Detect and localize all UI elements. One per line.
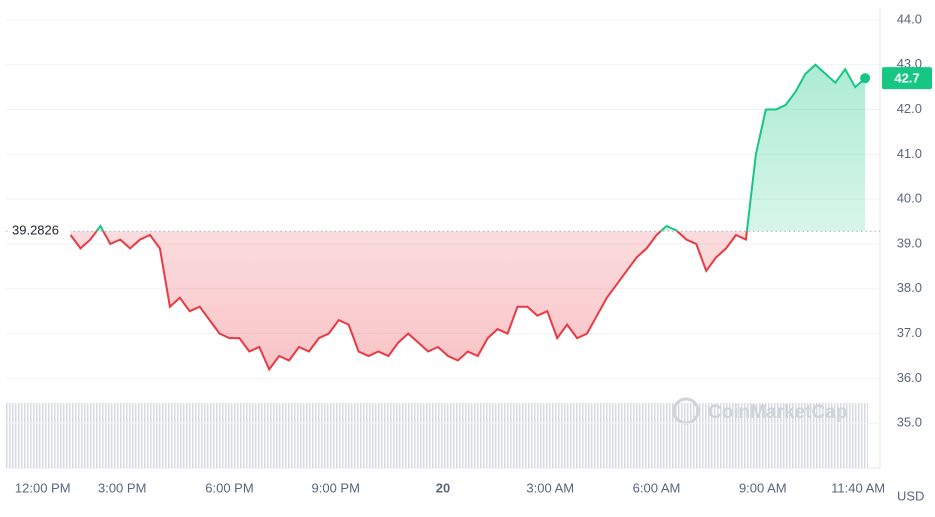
x-tick-label: 12:00 PM — [15, 480, 71, 495]
y-tick-label: 35.0 — [897, 415, 922, 430]
current-price-label: 42.7 — [894, 71, 919, 86]
x-tick-label: 6:00 AM — [633, 480, 681, 495]
x-tick-label: 3:00 AM — [526, 480, 574, 495]
watermark: CoinMarketCap — [708, 402, 847, 423]
currency-label: USD — [897, 488, 924, 503]
x-tick-label: 9:00 AM — [739, 480, 787, 495]
area-down — [70, 231, 866, 370]
price-line-down — [69, 231, 748, 372]
last-point — [860, 73, 871, 84]
current-price-tag — [882, 67, 932, 90]
y-tick-label: 40.0 — [897, 191, 922, 206]
volume-band — [6, 403, 868, 468]
y-tick-label: 39.0 — [897, 235, 922, 250]
baseline-label-bg — [8, 221, 70, 240]
baseline-label: 39.2826 — [12, 223, 59, 238]
y-tick-label: 42.0 — [897, 101, 922, 116]
x-tick-label: 20 — [436, 480, 450, 495]
x-tick-label: 6:00 PM — [205, 480, 253, 495]
y-tick-label: 41.0 — [897, 146, 922, 161]
y-tick-label: 36.0 — [897, 370, 922, 385]
x-tick-label: 9:00 PM — [312, 480, 360, 495]
area-up — [96, 64, 866, 232]
y-tick-label: 38.0 — [897, 280, 922, 295]
x-tick-label: 11:40 AM — [831, 480, 885, 495]
x-tick-label: 3:00 PM — [98, 480, 146, 495]
y-tick-label: 44.0 — [897, 11, 922, 26]
y-tick-label: 37.0 — [897, 325, 922, 340]
